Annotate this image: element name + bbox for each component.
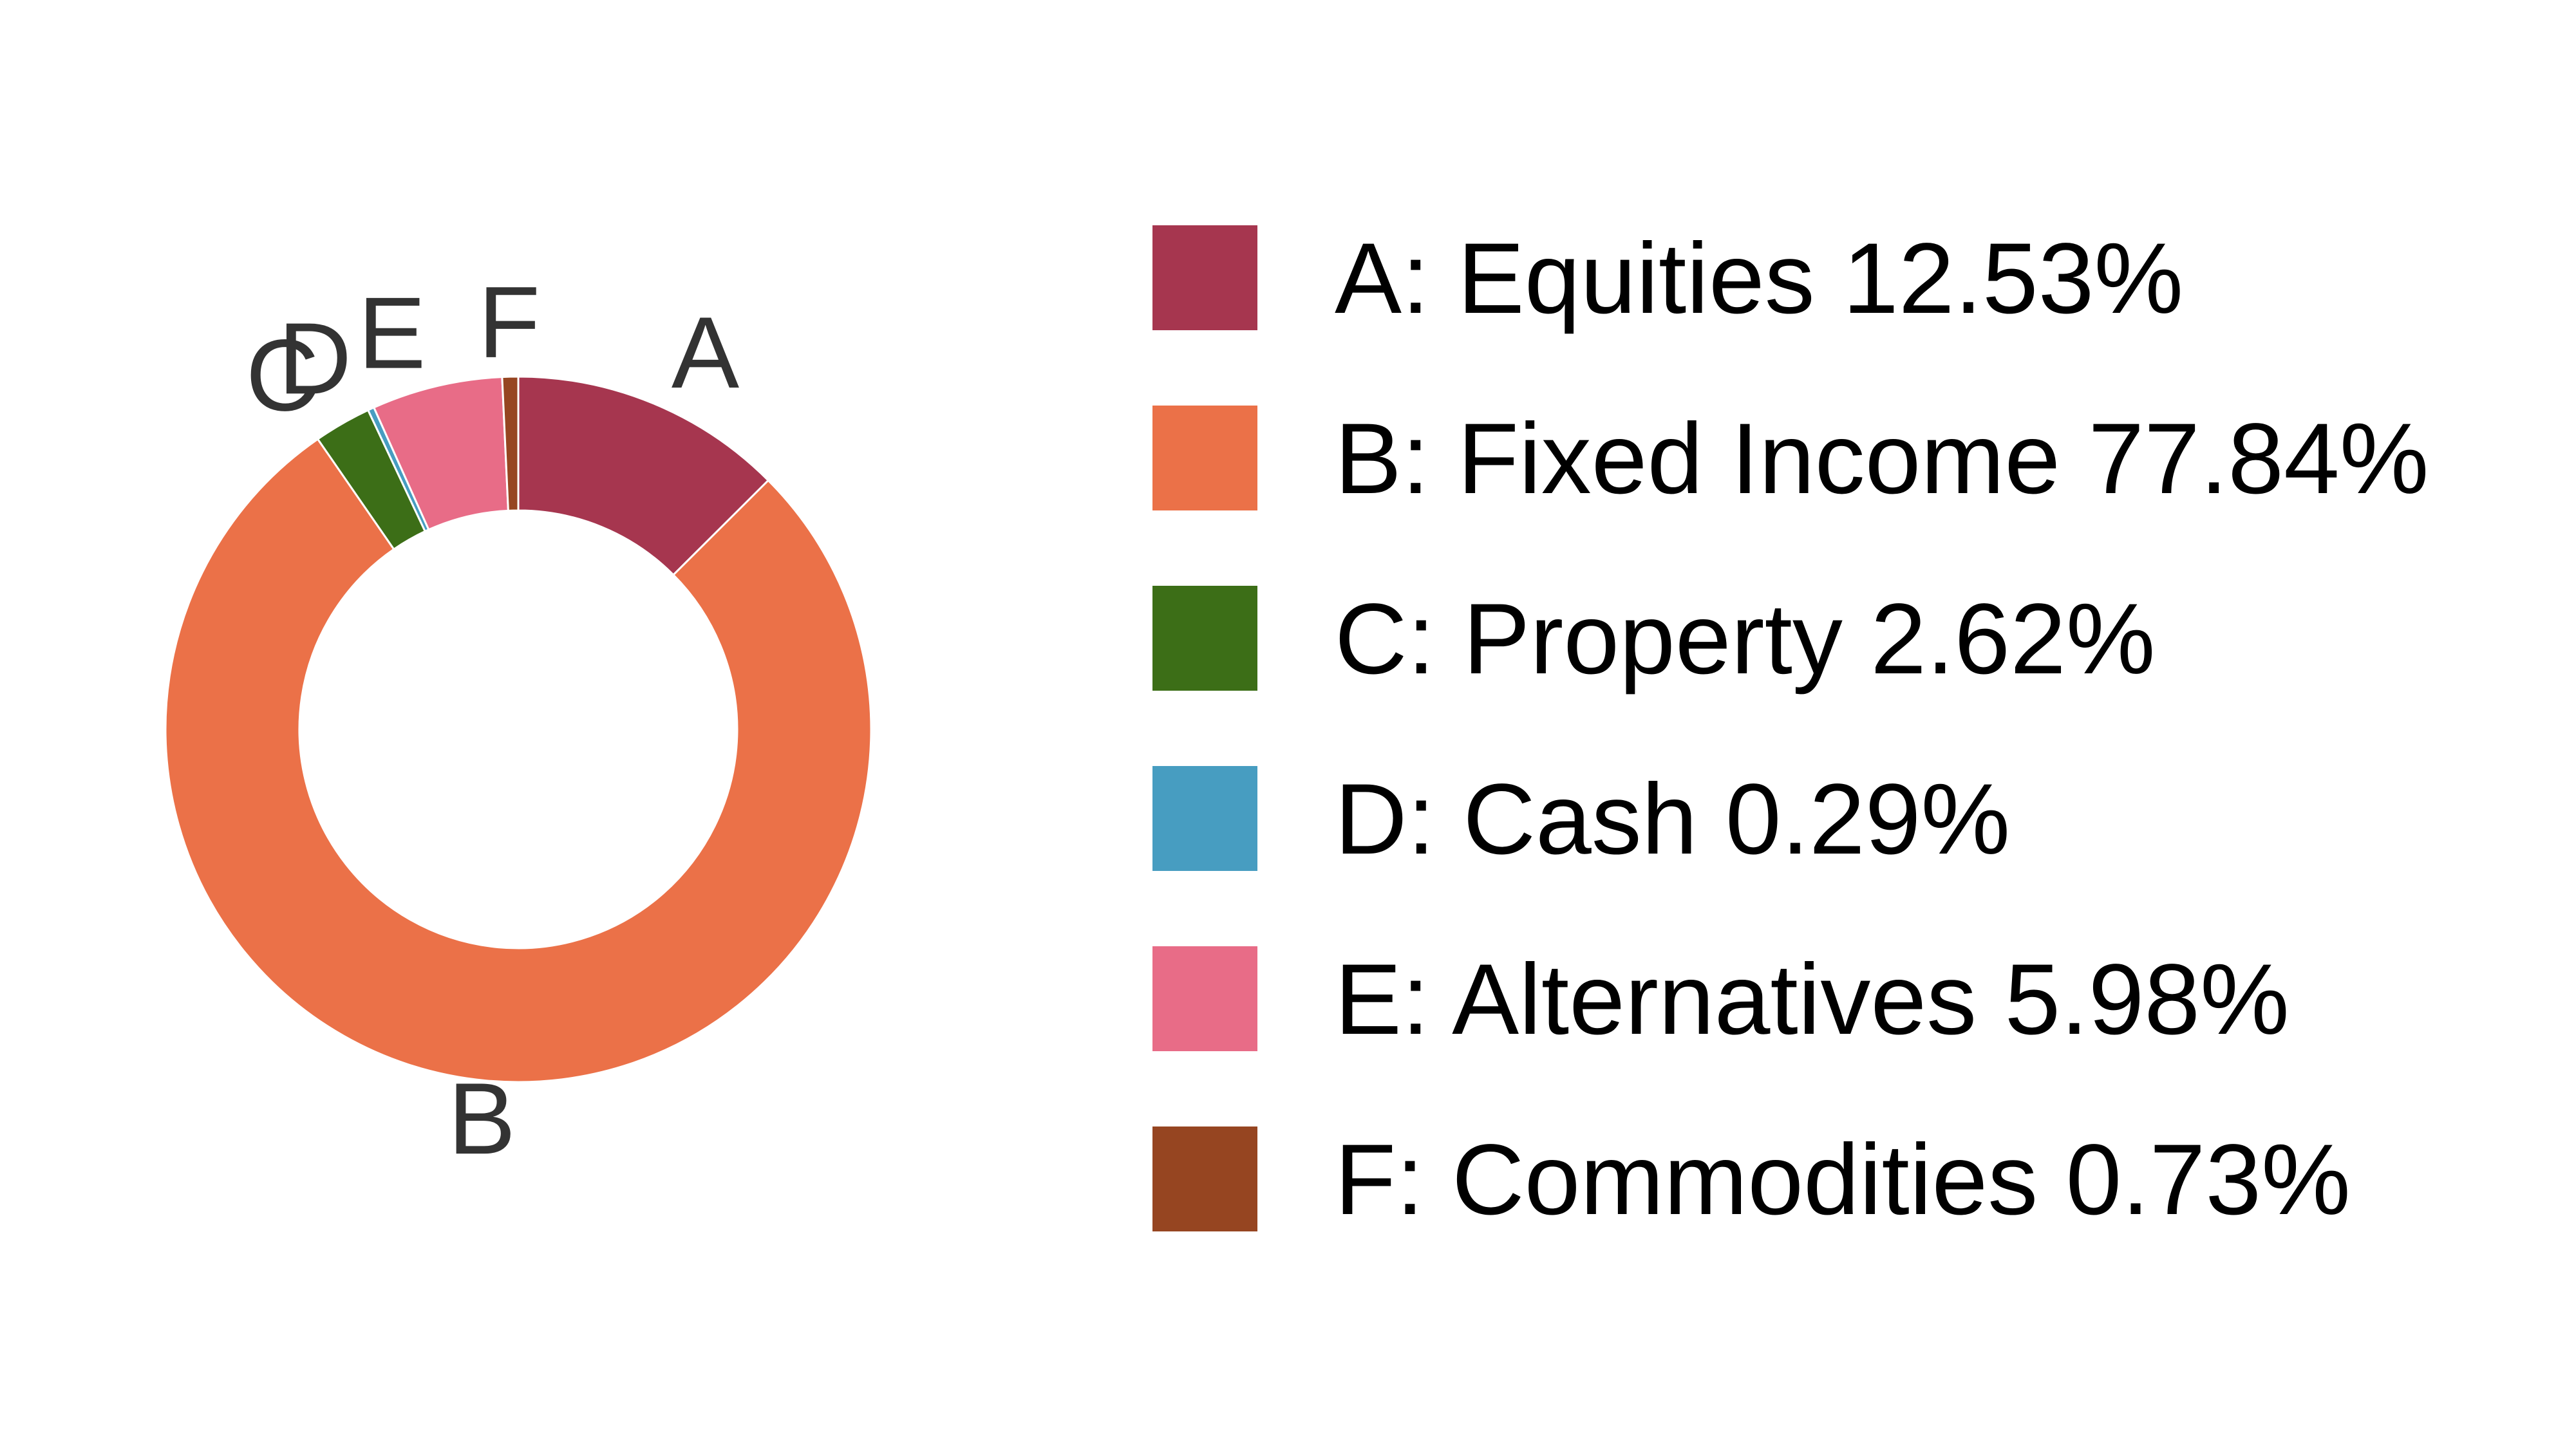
legend-label-a: A: Equities 12.53% (1335, 223, 2184, 335)
legend-label-e: E: Alternatives 5.98% (1335, 944, 2289, 1056)
legend-swatch-c (1152, 586, 1257, 691)
legend-label-c: C: Property 2.62% (1335, 583, 2156, 695)
legend-label-d: D: Cash 0.29% (1335, 763, 2011, 875)
donut-slices (164, 375, 872, 1083)
slice-label-a: A (672, 296, 740, 409)
slice-f (501, 375, 520, 512)
legend-label-f: F: Commodities 0.73% (1335, 1124, 2351, 1236)
legend-swatch-a (1152, 225, 1257, 330)
slice-labels: A B CD E F (246, 266, 740, 1175)
legend-item-d: D: Cash 0.29% (1152, 766, 2569, 873)
slice-label-c: C (246, 319, 319, 432)
legend-item-c: C: Property 2.62% (1152, 586, 2569, 693)
slice-b (164, 438, 872, 1083)
legend-item-f: F: Commodities 0.73% (1152, 1126, 2569, 1233)
legend-swatch-e (1152, 946, 1257, 1051)
legend-label-b: B: Fixed Income 77.84% (1335, 403, 2429, 515)
legend-swatch-b (1152, 406, 1257, 510)
slice-label-b: B (448, 1062, 516, 1175)
legend-item-a: A: Equities 12.53% (1152, 225, 2569, 332)
slice-label-e: E (358, 277, 426, 390)
legend-item-b: B: Fixed Income 77.84% (1152, 406, 2569, 512)
legend-swatch-d (1152, 766, 1257, 871)
slice-label-d: D (278, 302, 352, 415)
slice-label-f: F (478, 266, 541, 379)
legend-item-e: E: Alternatives 5.98% (1152, 946, 2569, 1053)
slice-a (517, 375, 770, 577)
legend-swatch-f (1152, 1126, 1257, 1231)
